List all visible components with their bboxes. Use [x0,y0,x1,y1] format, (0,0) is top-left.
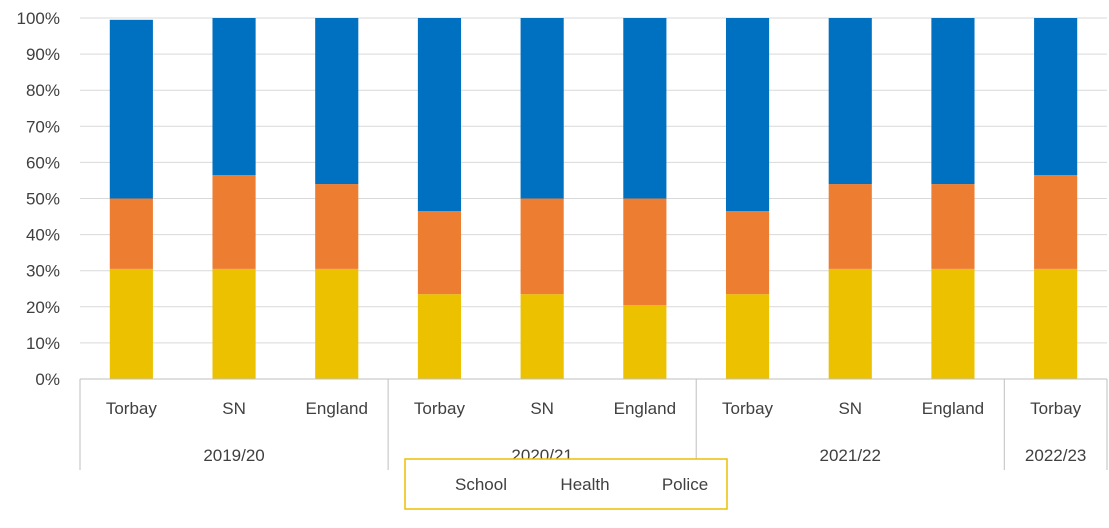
bar-segment-health [520,198,564,295]
x-category-label: England [306,399,368,418]
bar-segment-health [1034,175,1078,269]
y-axis: 0% 10% 20% 30% 40% 50% 60% 70% 80% 90% 100% [17,9,60,389]
bar-segment-school [828,268,872,379]
bar-segment-police [828,18,872,185]
bar-segment-school [725,294,770,379]
legend-entry-health: Health [560,475,609,494]
x-category-label: Torbay [1030,399,1082,418]
x-axis: Torbay SN England Torbay SN England Torbay SN En… [79,378,1108,470]
x-category-label: Torbay [414,399,466,418]
bar-segment-health [828,184,872,269]
x-group-label: 2019/20 [203,446,264,465]
bar-segment-police [212,18,256,176]
bar-segment-health [417,211,462,295]
bar-segment-police [520,18,564,199]
bar-segment-school [1034,268,1078,379]
y-tick-label: 10% [26,334,60,353]
bar-segment-school [109,268,153,379]
bar-segment-school [931,268,975,379]
x-category-label: Torbay [722,399,774,418]
y-tick-label: 70% [26,117,60,136]
x-category-label: England [922,399,984,418]
x-group-label: 2022/23 [1025,446,1086,465]
y-tick-label: 60% [26,153,60,172]
legend-entry-police: Police [662,475,708,494]
x-category-label: SN [838,399,862,418]
bar-segment-health [623,198,667,305]
bar-segment-school [315,268,359,379]
y-tick-label: 20% [26,298,60,317]
bar-segment-police [417,18,462,212]
bar-segment-school [623,304,667,379]
legend-entry-school: School [455,475,507,494]
legend-frame [404,458,728,510]
x-group-label: 2021/22 [820,446,881,465]
x-category-label: SN [222,399,246,418]
bar-segment-police [623,18,667,199]
x-category-label: England [614,399,676,418]
legend: School Health Police [404,458,728,510]
bar-segment-police [725,18,770,212]
bar-segment-police [109,19,153,199]
y-tick-label: 90% [26,45,60,64]
bar-segment-health [212,175,256,269]
x-category-label: SN [530,399,554,418]
bar-segment-health [109,198,153,269]
bar-segment-health [315,184,359,269]
y-tick-label: 100% [17,9,60,28]
bar-segment-school [417,294,462,379]
bars [109,18,1078,379]
bar-segment-school [212,268,256,379]
y-tick-label: 0% [35,370,60,389]
y-tick-label: 80% [26,81,60,100]
y-tick-label: 30% [26,262,60,281]
y-tick-label: 50% [26,190,60,209]
bar-segment-police [315,18,359,185]
y-tick-label: 40% [26,226,60,245]
bar-segment-health [725,211,770,295]
bar-segment-health [931,184,975,269]
bar-segment-police [931,18,975,185]
bar-segment-school [520,294,564,379]
bar-segment-police [1034,18,1078,176]
x-category-label: Torbay [106,399,158,418]
